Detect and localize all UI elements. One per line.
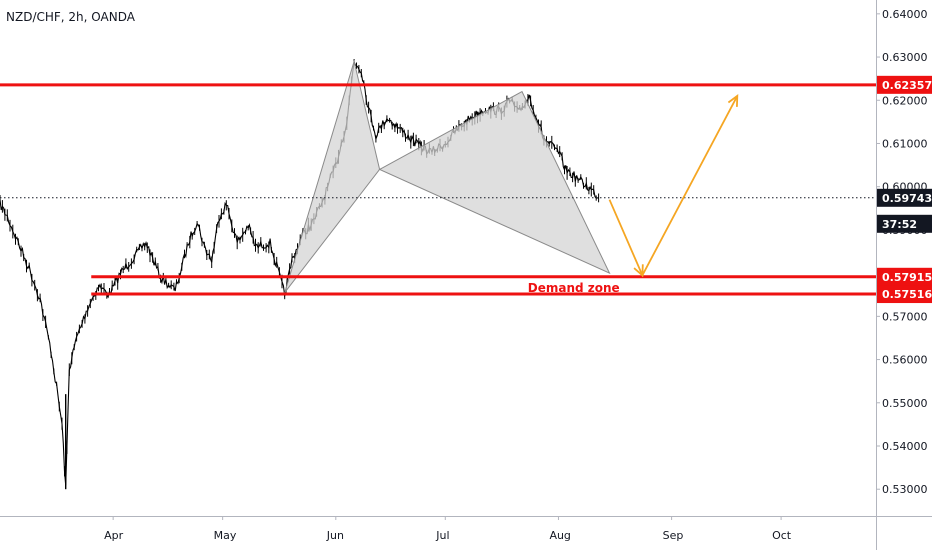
x-tick-label: Aug: [549, 529, 570, 542]
y-tick-label: 0.56000: [882, 354, 928, 367]
y-tick-label: 0.55000: [882, 397, 928, 410]
price-tags-layer: 0.62357 0.57915 0.57516 0.59743 37:52: [877, 75, 932, 304]
y-tick-label: 0.53000: [882, 483, 928, 496]
y-tick-label: 0.62000: [882, 94, 928, 107]
harmonic-pattern-layer[interactable]: [284, 59, 611, 293]
demand-zone-label: Demand zone: [528, 281, 620, 295]
y-tick-label: 0.64000: [882, 8, 928, 21]
pattern-triangle-bcd[interactable]: [378, 90, 611, 275]
projection-arrowhead-up: [727, 94, 739, 107]
projection-arrowhead-down: [633, 264, 644, 278]
y-tick-label: 0.57000: [882, 310, 928, 323]
level-tag-0.57915-bg: [877, 267, 932, 286]
x-tick-label: Jun: [326, 529, 344, 542]
zone-label-layer: Demand zone: [528, 281, 620, 295]
level-tag-0.57516-bg: [877, 285, 932, 304]
level-tag-0.62357: 0.62357: [882, 79, 932, 92]
x-tick-label: Sep: [663, 529, 684, 542]
y-tick-label: 0.54000: [882, 440, 928, 453]
current-price-tag-bg: [877, 188, 932, 207]
symbol-title: NZD/CHF, 2h, OANDA: [6, 10, 135, 24]
level-tag-0.62357-bg: [877, 75, 932, 94]
level-tag-0.57516: 0.57516: [882, 288, 932, 301]
countdown-tag: 37:52: [882, 218, 917, 231]
x-tick-label: Oct: [772, 529, 792, 542]
countdown-tag-bg: [877, 214, 932, 233]
projection-layer[interactable]: [608, 94, 739, 278]
pattern-triangle-xab[interactable]: [284, 59, 381, 293]
x-tick-label: May: [214, 529, 237, 542]
projection-path[interactable]: [608, 95, 739, 278]
current-price-tag: 0.59743: [882, 192, 932, 205]
x-tick-label: Jul: [435, 529, 449, 542]
horizontal-levels-layer[interactable]: [0, 83, 876, 296]
y-tick-label: 0.61000: [882, 137, 928, 150]
y-tick-label: 0.63000: [882, 51, 928, 64]
x-tick-label: Apr: [104, 529, 124, 542]
level-tag-0.57915: 0.57915: [882, 271, 932, 284]
